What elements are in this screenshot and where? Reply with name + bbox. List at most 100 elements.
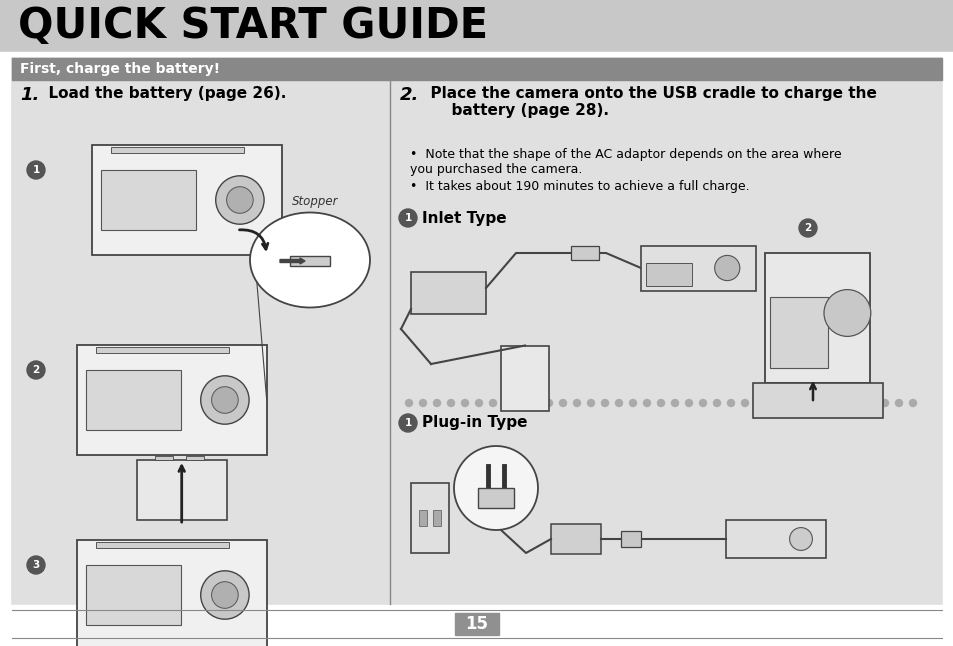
Bar <box>76 345 267 455</box>
Circle shape <box>629 399 636 406</box>
Circle shape <box>895 399 902 406</box>
Bar <box>76 540 267 646</box>
Circle shape <box>615 399 622 406</box>
Text: Stopper: Stopper <box>292 195 338 208</box>
FancyArrow shape <box>280 258 305 264</box>
Circle shape <box>489 399 496 406</box>
Bar <box>411 483 449 553</box>
Circle shape <box>823 289 870 337</box>
Circle shape <box>866 399 874 406</box>
Text: 2: 2 <box>32 365 40 375</box>
Bar <box>186 456 204 460</box>
Bar <box>91 145 281 255</box>
Circle shape <box>475 399 482 406</box>
Circle shape <box>713 399 720 406</box>
Circle shape <box>461 399 468 406</box>
Circle shape <box>671 399 678 406</box>
Circle shape <box>215 176 264 224</box>
Circle shape <box>714 255 740 280</box>
Ellipse shape <box>250 213 370 307</box>
Circle shape <box>824 399 832 406</box>
Circle shape <box>839 399 845 406</box>
Text: •  Note that the shape of the AC adaptor depends on the area where
you purchased: • Note that the shape of the AC adaptor … <box>410 148 841 176</box>
Circle shape <box>405 399 412 406</box>
Text: First, charge the battery!: First, charge the battery! <box>20 62 220 76</box>
Bar <box>752 383 882 418</box>
Circle shape <box>503 399 510 406</box>
Bar <box>136 460 227 520</box>
Circle shape <box>212 581 238 609</box>
Circle shape <box>601 399 608 406</box>
Circle shape <box>419 399 426 406</box>
Circle shape <box>685 399 692 406</box>
Bar <box>500 346 548 410</box>
Circle shape <box>727 399 734 406</box>
Circle shape <box>433 399 440 406</box>
Circle shape <box>531 399 537 406</box>
Bar <box>418 510 427 526</box>
Text: 1: 1 <box>404 418 411 428</box>
Text: Inlet Type: Inlet Type <box>421 211 506 225</box>
Circle shape <box>908 399 916 406</box>
Circle shape <box>398 414 416 432</box>
Circle shape <box>699 399 706 406</box>
Text: Plug-in Type: Plug-in Type <box>421 415 527 430</box>
Bar <box>477 488 514 508</box>
Bar <box>95 347 229 353</box>
Circle shape <box>200 571 249 620</box>
Bar <box>640 245 755 291</box>
Circle shape <box>789 528 812 550</box>
Circle shape <box>545 399 552 406</box>
Bar <box>620 531 640 547</box>
Circle shape <box>797 399 803 406</box>
Circle shape <box>227 187 253 213</box>
Text: 1.: 1. <box>20 86 39 104</box>
Circle shape <box>212 387 238 413</box>
Bar <box>725 520 825 558</box>
Text: 2: 2 <box>803 223 811 233</box>
Bar <box>455 613 498 635</box>
Text: •  It takes about 190 minutes to achieve a full charge.: • It takes about 190 minutes to achieve … <box>410 180 749 193</box>
Circle shape <box>755 399 761 406</box>
Text: 1: 1 <box>404 213 411 223</box>
Text: Place the camera onto the USB cradle to charge the
      battery (page 28).: Place the camera onto the USB cradle to … <box>419 86 876 118</box>
Circle shape <box>454 446 537 530</box>
Circle shape <box>27 161 45 179</box>
Bar <box>571 246 598 260</box>
Bar <box>770 297 827 368</box>
Bar <box>764 253 869 383</box>
Bar <box>645 263 691 286</box>
Bar <box>433 510 440 526</box>
Circle shape <box>200 376 249 424</box>
Circle shape <box>27 556 45 574</box>
Text: 3: 3 <box>32 560 40 570</box>
Bar <box>154 456 172 460</box>
Circle shape <box>769 399 776 406</box>
Bar <box>12 58 941 604</box>
Text: QUICK START GUIDE: QUICK START GUIDE <box>18 5 488 47</box>
Text: 2.: 2. <box>399 86 419 104</box>
Circle shape <box>517 399 524 406</box>
Bar <box>86 370 181 430</box>
Circle shape <box>881 399 887 406</box>
Circle shape <box>740 399 748 406</box>
Text: 1: 1 <box>32 165 40 175</box>
Circle shape <box>447 399 454 406</box>
Circle shape <box>811 399 818 406</box>
Bar <box>95 542 229 548</box>
Circle shape <box>853 399 860 406</box>
Circle shape <box>27 361 45 379</box>
Bar <box>101 170 196 230</box>
Bar <box>411 272 485 314</box>
Text: Load the battery (page 26).: Load the battery (page 26). <box>38 86 286 101</box>
Circle shape <box>573 399 579 406</box>
Bar <box>551 524 600 554</box>
Bar <box>111 147 243 153</box>
Circle shape <box>643 399 650 406</box>
Circle shape <box>558 399 566 406</box>
Bar <box>12 58 941 80</box>
Bar <box>0 52 953 58</box>
Bar <box>290 256 330 266</box>
Bar <box>86 565 181 625</box>
Circle shape <box>782 399 790 406</box>
